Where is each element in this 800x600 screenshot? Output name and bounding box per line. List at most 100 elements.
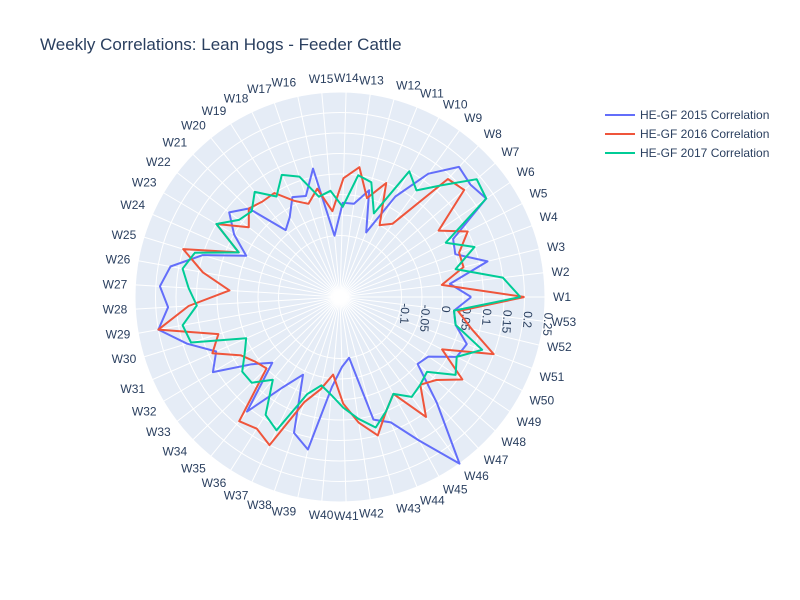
angular-tick-label: W8 [484,127,502,141]
radial-axis-labels: -0.1 -0.05 0 0.05 0.1 0.15 0.2 0.25 [397,303,556,337]
angular-tick-label: W9 [464,111,482,125]
angular-tick-label: W4 [540,210,558,224]
angular-grid-spoke [321,92,341,298]
angular-tick-label: W2 [552,265,570,279]
angular-tick-label: W43 [396,501,421,515]
angular-grid-spoke [135,284,341,298]
legend[interactable]: HE-GF 2015 Correlation HE-GF 2016 Correla… [605,108,769,160]
series-lines [157,165,525,465]
angular-tick-label: W27 [103,277,128,291]
legend-item[interactable]: HE-GF 2016 Correlation [605,127,769,141]
angular-tick-label: W7 [501,145,519,159]
angular-tick-label: W18 [224,92,249,106]
radial-tick-label: 0.1 [479,308,494,326]
angular-grid-spoke [339,145,479,298]
angular-tick-label: W52 [547,340,572,354]
angular-grid-spoke [339,106,418,298]
angular-axis-labels: W1W2W3W4W5W6W7W8W9W10W11W12W13W14W15W16W… [103,71,577,523]
angular-tick-label: W34 [162,444,187,458]
chart-title: Weekly Correlations: Lean Hogs - Feeder … [40,35,402,54]
angular-grid-spoke [339,296,544,322]
angular-tick-label: W40 [309,508,334,522]
angular-grid-spoke [143,296,341,358]
radial-tick-label: 0 [439,305,453,313]
angular-grid-spoke [297,296,341,498]
angular-tick-label: W16 [271,76,296,90]
radial-tick-label: 0.15 [499,309,515,334]
angular-grid-spoke [210,296,341,457]
series-line-3 [181,170,522,432]
angular-grid-spoke [339,296,523,392]
angular-tick-label: W47 [484,453,509,467]
angular-tick-label: W42 [359,507,384,521]
angular-grid-spoke [339,248,540,298]
angular-tick-label: W53 [552,315,577,329]
angular-tick-label: W17 [247,82,272,96]
angular-grid-spoke [176,172,341,298]
angular-grid-spoke [138,296,341,334]
angular-tick-label: W45 [443,483,468,497]
angular-tick-label: W14 [334,71,359,85]
angular-grid-spoke [339,202,523,298]
legend-item[interactable]: HE-GF 2017 Correlation [605,146,769,160]
angular-grid-spoke [192,153,341,298]
angular-grid-spoke [339,296,371,500]
radial-tick-label: 0.2 [520,311,535,329]
angular-tick-label: W50 [529,393,554,407]
series-line-2 [157,166,525,447]
angular-grid-spoke [339,225,533,298]
angular-grid-spoke [273,102,341,298]
angular-tick-label: W38 [247,498,272,512]
angular-grid-spoke [339,296,533,369]
angular-tick-label: W32 [132,404,157,418]
angular-tick-label: W10 [443,97,468,111]
angular-tick-label: W48 [501,435,526,449]
angular-grid-spoke [176,296,341,422]
angular-tick-label: W22 [146,155,171,169]
angular-grid-spoke [163,296,341,402]
angular-grid-spoke [339,296,540,346]
angular-tick-label: W33 [146,425,171,439]
angular-tick-label: W36 [202,476,227,490]
angular-grid-spoke [321,296,341,502]
angular-grid-spoke [339,296,479,449]
angular-tick-label: W29 [106,328,131,342]
angular-tick-label: W35 [181,461,206,475]
angular-tick-label: W13 [359,73,384,87]
angular-grid-spoke [251,111,341,298]
angular-tick-label: W15 [309,72,334,86]
angular-tick-label: W1 [553,290,571,304]
legend-label: HE-GF 2017 Correlation [640,146,769,160]
angular-tick-label: W3 [547,240,565,254]
legend-item[interactable]: HE-GF 2015 Correlation [605,108,769,122]
legend-label: HE-GF 2015 Correlation [640,108,769,122]
angular-tick-label: W20 [181,119,206,133]
angular-tick-label: W46 [464,469,489,483]
angular-grid-spoke [339,296,440,477]
angular-tick-label: W6 [517,165,535,179]
angular-grid-spoke [339,162,496,298]
angular-grid-spoke [251,296,341,483]
angular-tick-label: W5 [529,187,547,201]
angular-tick-label: W24 [120,198,145,212]
series-line-1 [157,165,489,465]
angular-grid-spoke [143,236,341,298]
angular-grid-spoke [135,296,341,310]
angular-tick-label: W37 [224,488,249,502]
angular-grid-spoke [230,123,341,298]
angular-grid-spoke [339,296,418,488]
angular-grid-spoke [339,296,347,502]
legend-label: HE-GF 2016 Correlation [640,127,769,141]
angular-tick-label: W23 [132,176,157,190]
angular-grid-spoke [339,94,371,298]
angular-tick-label: W28 [103,303,128,317]
angular-grid-spoke [339,130,460,298]
angular-tick-label: W12 [396,79,421,93]
radial-tick-label: 0.25 [540,312,556,337]
radial-tick-label: -0.1 [397,303,412,325]
angular-grid-spoke [339,92,347,298]
angular-tick-label: W49 [517,415,542,429]
angular-tick-label: W31 [120,382,145,396]
angular-tick-label: W11 [420,87,444,101]
